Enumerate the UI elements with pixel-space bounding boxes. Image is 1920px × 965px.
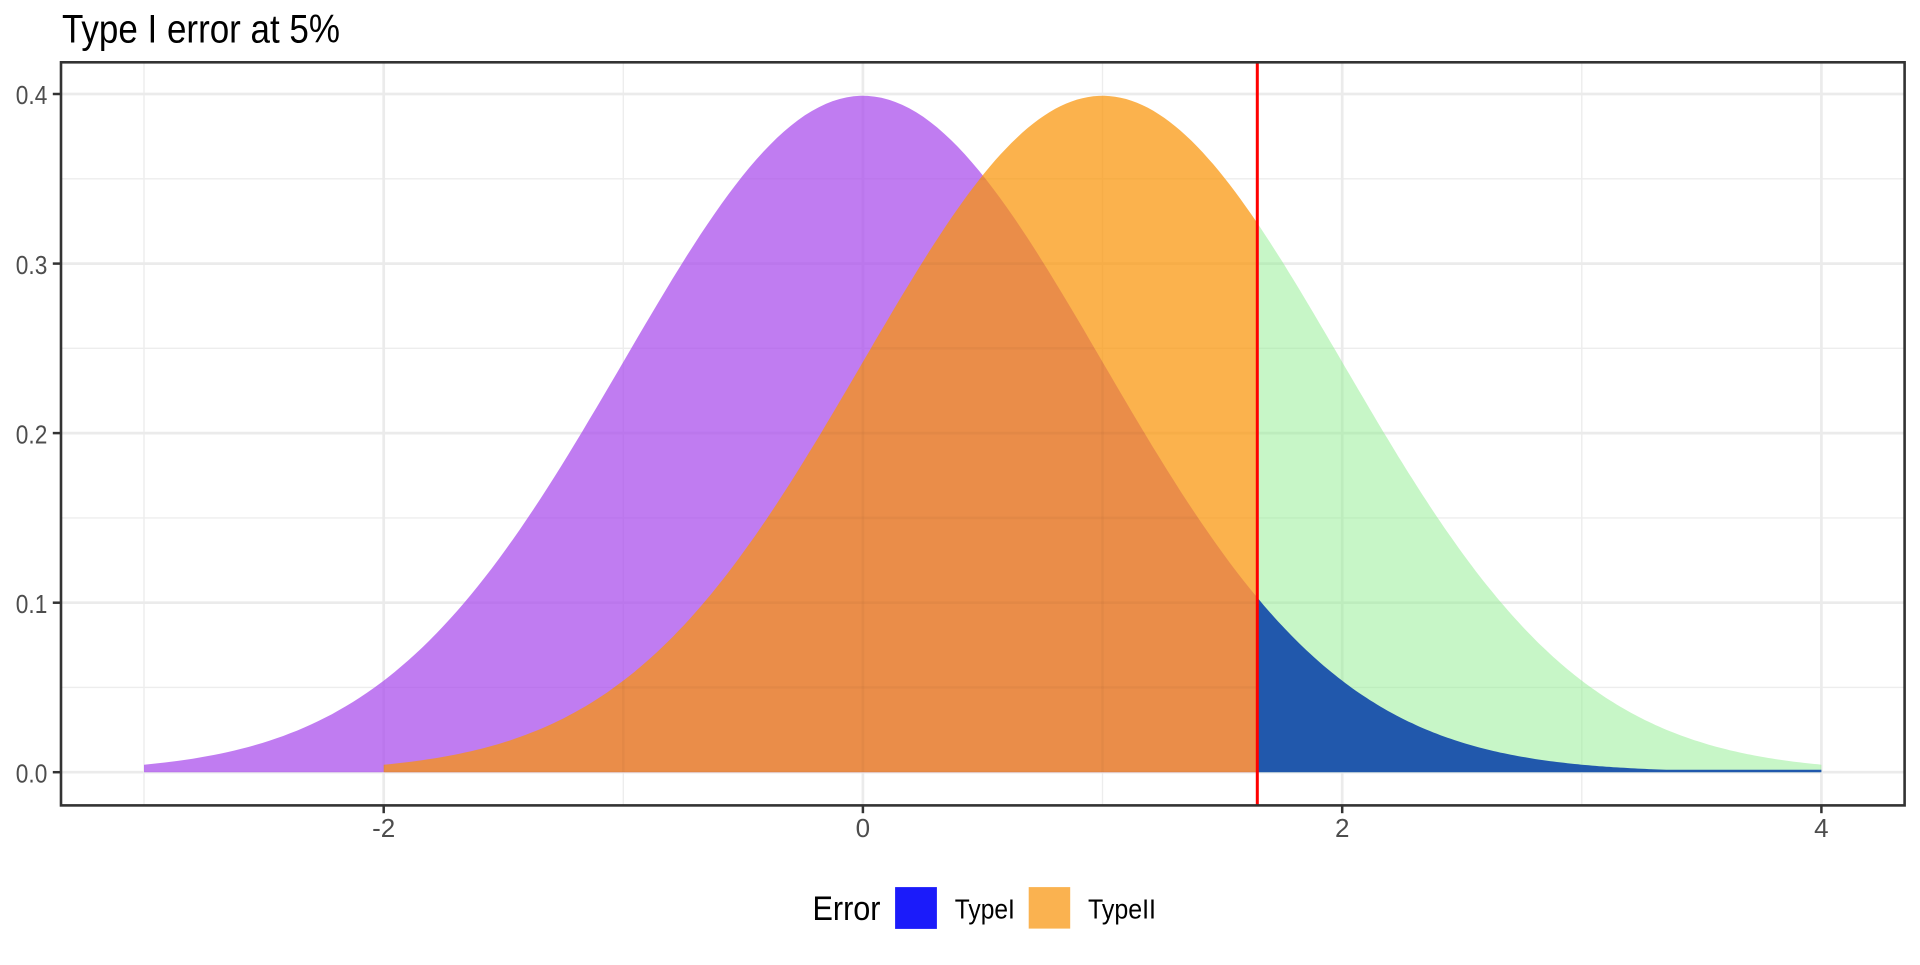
svg-text:4: 4 [1814,813,1828,843]
svg-text:0.4: 0.4 [16,80,48,110]
svg-text:0: 0 [856,813,870,843]
svg-text:TypeI: TypeI [955,894,1015,925]
svg-text:0.2: 0.2 [16,419,48,449]
svg-text:TypeII: TypeII [1088,894,1156,925]
svg-text:Error: Error [813,890,881,928]
svg-text:Type I error at 5%: Type I error at 5% [62,8,340,52]
svg-text:0.1: 0.1 [16,589,48,619]
svg-text:2: 2 [1335,813,1349,843]
svg-text:-2: -2 [372,813,395,843]
svg-text:0.0: 0.0 [16,758,48,788]
svg-text:0.3: 0.3 [16,250,48,280]
